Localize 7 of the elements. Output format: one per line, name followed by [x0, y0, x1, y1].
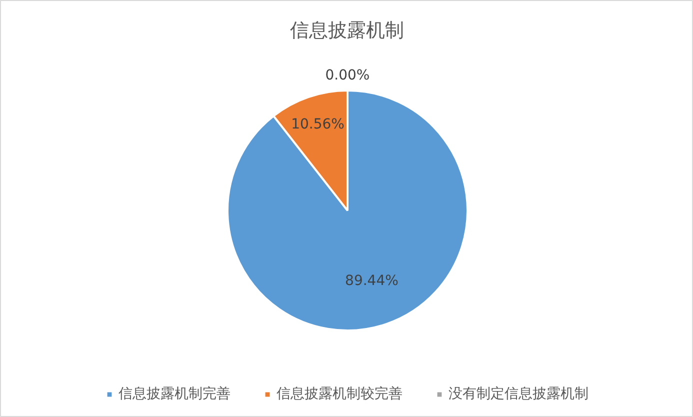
data-label: 89.44%	[345, 272, 398, 289]
text: 0.00%	[325, 68, 370, 84]
legend-label: 没有制定信息披露机制	[448, 385, 588, 403]
legend-label: 信息披露机制较完善	[276, 385, 402, 403]
data-label: 10.56%	[291, 116, 344, 132]
legend-label: 信息披露机制完善	[118, 385, 230, 403]
chart-title: 信息披露机制	[290, 20, 404, 42]
